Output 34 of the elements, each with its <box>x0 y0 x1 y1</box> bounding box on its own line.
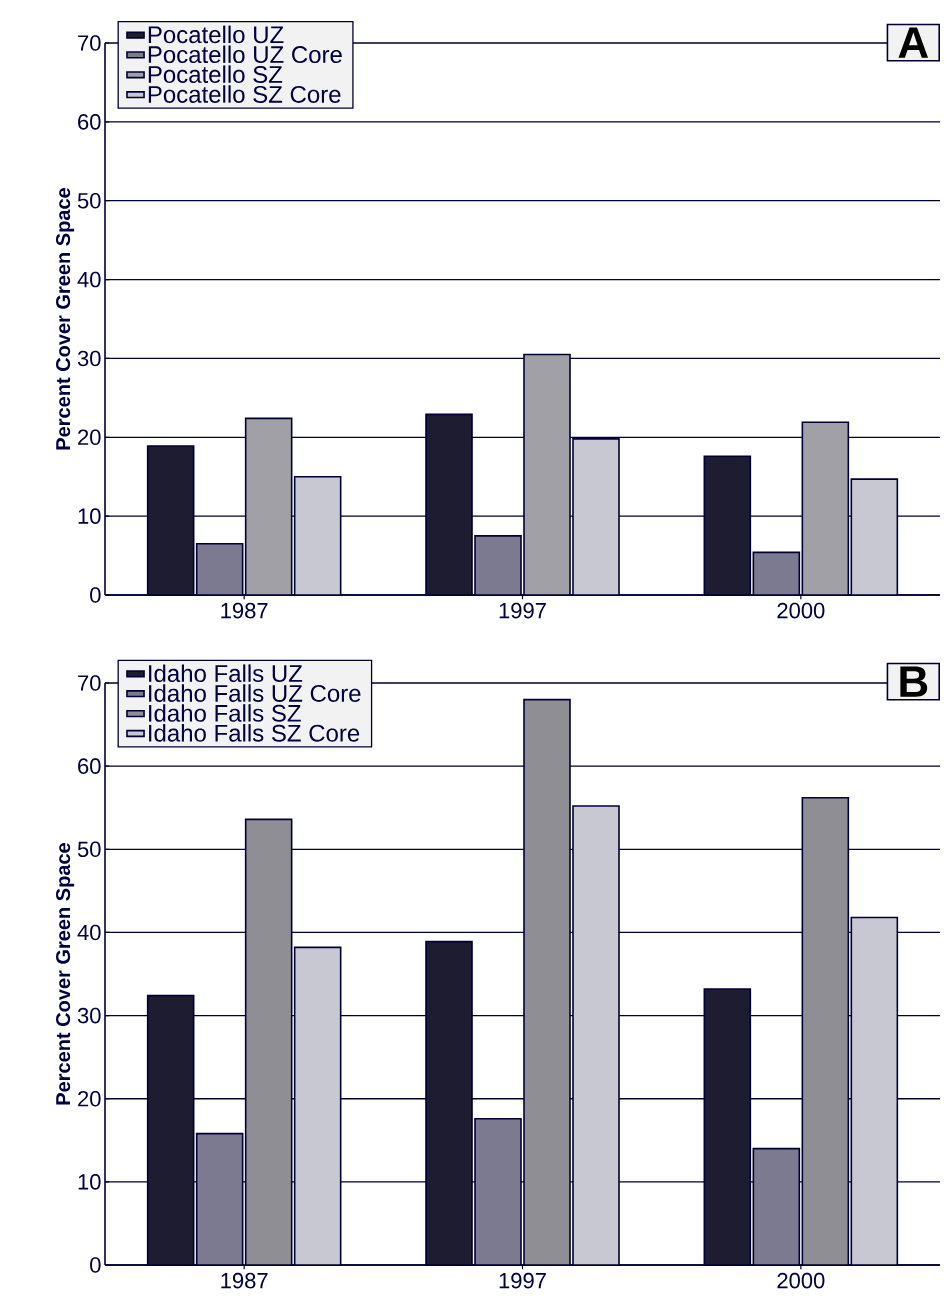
y-tick-label: 0 <box>90 587 101 603</box>
legend-label: Pocatello SZ Core <box>148 85 341 103</box>
x-tick-label: 1997 <box>499 1272 546 1289</box>
y-tick-label: 10 <box>78 1174 101 1190</box>
annotation: B <box>900 666 928 697</box>
y-tick-label: 10 <box>78 508 101 524</box>
x-tick-label: 1987 <box>221 602 268 619</box>
y-tick-label: 60 <box>78 114 101 130</box>
y-axis-title: Percent Cover Green Space <box>56 187 75 450</box>
y-tick-label: 20 <box>78 1090 101 1107</box>
legend-label: Pocatello UZ Core <box>148 45 342 64</box>
x-tick-label: 2000 <box>777 1272 825 1289</box>
annotation: A <box>898 27 929 58</box>
legend-label: Idaho Falls SZ Core <box>149 724 360 742</box>
y-tick-label: 70 <box>78 35 101 51</box>
y-tick-label: 70 <box>78 675 101 691</box>
legend-label: Pocatello UZ <box>148 25 284 44</box>
y-tick-label: 50 <box>77 841 101 858</box>
y-axis-title: Percent Cover Green Space <box>56 843 75 1105</box>
y-tick-label: 20 <box>78 429 101 446</box>
y-tick-label: 30 <box>77 350 101 367</box>
legend-label: Idaho Falls SZ <box>149 704 301 722</box>
x-tick-label: 2000 <box>777 602 825 619</box>
legend-label: Pocatello SZ <box>148 65 283 83</box>
x-tick-label: 1997 <box>499 602 546 619</box>
y-tick-label: 60 <box>78 758 101 774</box>
y-tick-label: 40 <box>77 924 101 941</box>
y-tick-label: 0 <box>90 1257 101 1273</box>
legend-label: Idaho Falls UZ Core <box>149 684 361 702</box>
y-tick-label: 40 <box>77 271 101 288</box>
x-tick-label: 1987 <box>221 1272 268 1289</box>
y-tick-label: 50 <box>77 192 101 209</box>
legend-label: Idaho Falls UZ <box>149 664 303 683</box>
y-tick-label: 30 <box>77 1007 101 1024</box>
